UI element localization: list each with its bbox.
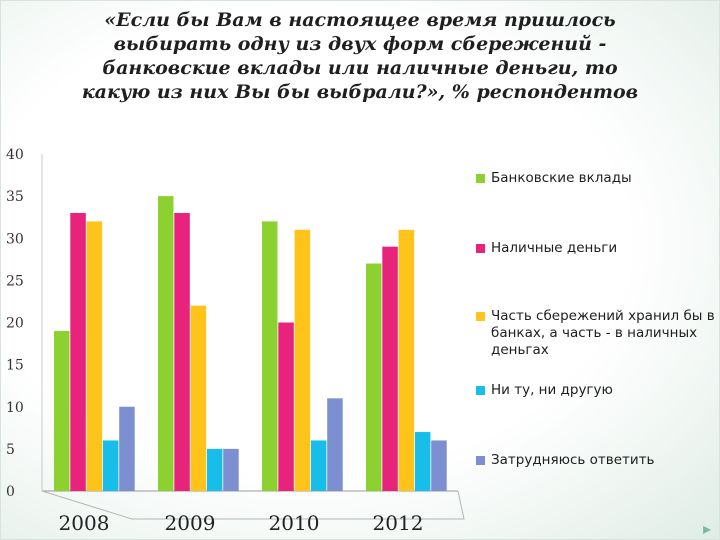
y-tick-label: 10 bbox=[6, 400, 24, 416]
chart-floor bbox=[41, 490, 465, 520]
bar bbox=[206, 448, 223, 491]
chart-title: «Если бы Вам в настоящее время пришлось … bbox=[81, 9, 639, 103]
x-tick-label: 2008 bbox=[59, 511, 110, 535]
bar bbox=[158, 196, 174, 491]
y-tick-label: 20 bbox=[6, 316, 24, 332]
legend-label: Ни ту, ни другую bbox=[491, 382, 613, 398]
bar bbox=[382, 246, 398, 491]
legend-swatch bbox=[476, 174, 485, 183]
y-tick-label: 0 bbox=[6, 484, 15, 500]
bar bbox=[310, 440, 327, 491]
x-tick-label: 2009 bbox=[165, 511, 216, 535]
y-tick-label: 40 bbox=[6, 147, 24, 163]
legend-label: Часть сбережений хранил бы в банках, а ч… bbox=[491, 308, 715, 358]
x-tick-label: 2010 bbox=[269, 511, 320, 535]
bar bbox=[54, 330, 70, 491]
legend-swatch bbox=[476, 312, 485, 321]
legend-label: Затрудняюсь ответить bbox=[491, 452, 655, 468]
bar bbox=[398, 229, 415, 491]
legend-swatch bbox=[476, 386, 485, 395]
bar bbox=[102, 440, 119, 491]
bar bbox=[414, 432, 431, 491]
legend-swatch bbox=[476, 244, 485, 253]
next-slide-arrow-icon[interactable]: ▸ bbox=[702, 519, 712, 538]
y-tick-label: 5 bbox=[6, 442, 15, 458]
y-tick-label: 30 bbox=[6, 231, 24, 247]
bar bbox=[190, 305, 207, 491]
legend-label: Банковские вклады bbox=[491, 170, 632, 186]
bar bbox=[262, 221, 278, 491]
y-tick-label: 35 bbox=[6, 189, 24, 205]
legend-label: Наличные деньги bbox=[491, 240, 618, 256]
legend-swatch bbox=[476, 456, 485, 465]
y-tick-label: 25 bbox=[6, 273, 24, 289]
bar bbox=[223, 448, 239, 491]
bar bbox=[431, 440, 447, 491]
bar bbox=[70, 212, 86, 491]
bar bbox=[366, 263, 382, 491]
bar bbox=[294, 229, 311, 491]
bar bbox=[119, 406, 135, 491]
bar bbox=[174, 212, 190, 491]
x-tick-label: 2012 bbox=[373, 511, 424, 535]
bar bbox=[327, 398, 343, 491]
bar bbox=[86, 221, 103, 491]
bar bbox=[278, 322, 294, 491]
y-tick-label: 15 bbox=[6, 358, 24, 374]
